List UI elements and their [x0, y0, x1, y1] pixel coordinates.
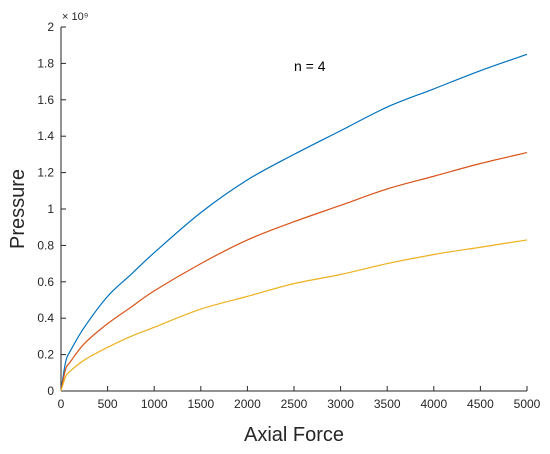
- y-tick-label: 2: [47, 20, 54, 34]
- y-tick-label: 1.2: [37, 166, 54, 180]
- x-tick-label: 1500: [187, 397, 214, 411]
- x-tick-label: 4500: [467, 397, 494, 411]
- y-axis-exponent-label: × 10⁹: [62, 11, 88, 23]
- x-tick-label: 3000: [327, 397, 354, 411]
- y-tick-label: 0: [47, 384, 54, 398]
- y-tick-label: 1.4: [37, 129, 54, 143]
- x-tick-label: 0: [58, 397, 65, 411]
- series-2-line: [60, 151, 528, 392]
- series-3-line: [60, 239, 528, 392]
- x-tick-label: 2000: [234, 397, 261, 411]
- y-tick-label: 0.8: [37, 238, 54, 252]
- x-axis-title: Axial Force: [244, 424, 344, 446]
- y-tick-label: 0.2: [37, 348, 54, 362]
- x-tick-label: 1000: [141, 397, 168, 411]
- y-tick-label: 0.6: [37, 275, 54, 289]
- y-tick-label: 1: [47, 202, 54, 216]
- y-axis-title: Pressure: [7, 169, 29, 249]
- x-tick-label: 500: [98, 397, 118, 411]
- x-tick-label: 5000: [514, 397, 541, 411]
- y-tick-label: 1.8: [37, 56, 54, 70]
- x-tick-label: 3500: [374, 397, 401, 411]
- x-tick-label: 2500: [281, 397, 308, 411]
- x-tick-label: 4000: [420, 397, 447, 411]
- series-lines: [60, 53, 528, 392]
- series-1-line: [60, 53, 528, 392]
- y-tick-label: 0.4: [37, 311, 54, 325]
- chart-annotation: n = 4: [294, 58, 326, 74]
- y-tick-label: 1.6: [37, 93, 54, 107]
- y-axis-ticks: 0 0.2 0.4 0.6 0.8 1 1.2 1.4 1.6 1.8 2: [37, 20, 66, 398]
- x-axis-ticks: 0 500 1000 1500 2000 2500 3000 3500 4000 4500 5000: [58, 386, 541, 411]
